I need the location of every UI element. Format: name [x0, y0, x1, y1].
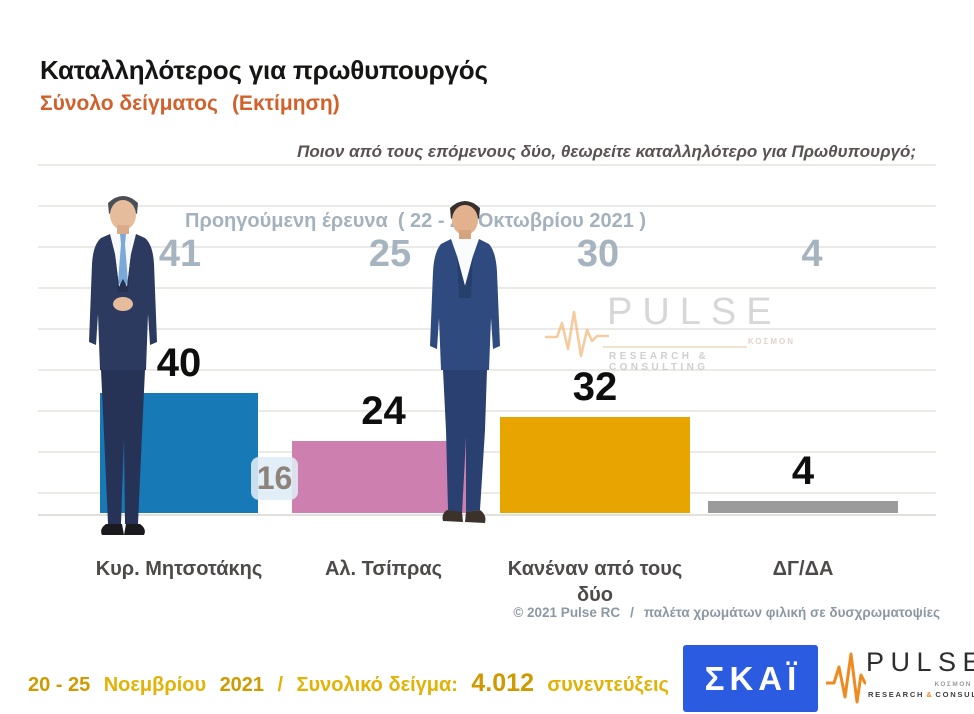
- fieldwork-separator: /: [277, 674, 284, 696]
- bar-value: 24: [361, 389, 406, 433]
- gridline: [38, 205, 936, 207]
- pulse-logo-small-text: ΚΟΣΜΟΝ: [934, 681, 972, 688]
- bar-value: 32: [572, 365, 618, 409]
- copyright-owner: © 2021 Pulse RC: [513, 605, 621, 620]
- category-label: Αλ. Τσίπρας: [324, 558, 443, 580]
- category-label: Κανέναν από τους δύο: [507, 558, 683, 606]
- bar-3: [500, 417, 690, 513]
- category-label: Κυρ. Μητσοτάκης: [95, 558, 263, 580]
- gridline: [38, 492, 936, 494]
- watermark-small-text: ΚΟΣΜΟΝ: [747, 337, 795, 346]
- fieldwork-dates: 20 - 25: [28, 674, 91, 696]
- copyright-separator: /: [630, 605, 634, 620]
- pulse-heartbeat-icon: [826, 652, 866, 704]
- photo-tsipras: [430, 201, 500, 523]
- bar-value: 40: [156, 341, 202, 385]
- pulse-logo: PULSE ΚΟΣΜΟΝ RESEARCH&CONSULTING: [826, 646, 974, 714]
- copyright-line: © 2021 Pulse RC / παλέτα χρωμάτων φιλική σ…: [513, 605, 940, 620]
- bar-value: 4: [791, 449, 815, 493]
- previous-value: 4: [801, 233, 823, 275]
- sample-size: 4.012: [471, 669, 534, 697]
- stray-previous-value-chip: 16: [251, 457, 298, 500]
- subtitle-sample: Σύνολο δείγματος: [40, 92, 218, 115]
- skai-logo: ΣΚΑΪ: [683, 645, 818, 712]
- watermark-tagline: RESEARCH & CONSULTING: [609, 351, 710, 373]
- category-label: ΔΓ/ΔΑ: [772, 558, 834, 580]
- previous-value: 30: [576, 233, 620, 275]
- sample-label: Συνολικό δείγμα:: [296, 674, 458, 696]
- bar-2: [292, 441, 475, 513]
- subtitle-estimate-note: (Εκτίμηση): [231, 92, 340, 115]
- copyright-note: παλέτα χρωμάτων φιλική σε δυσχρωματοψίες: [643, 605, 940, 620]
- pulse-logo-tagline: RESEARCH&CONSULTING: [868, 690, 974, 699]
- watermark-brand: PULSE: [607, 291, 782, 333]
- fieldwork-summary: 20 - 25 Νοεμβρίου 2021 / Συνολικό δείγμα…: [28, 669, 669, 698]
- sample-suffix: συνεντεύξεις: [547, 674, 669, 696]
- bar-4: [708, 501, 898, 513]
- skai-logo-text: ΣΚΑΪ: [704, 659, 802, 697]
- previous-value: 25: [368, 233, 412, 275]
- page-title: Καταλληλότερος για πρωθυπουργός: [40, 55, 488, 85]
- pulse-watermark: PULSE ΚΟΣΜΟΝ RESEARCH & CONSULTING: [545, 290, 795, 373]
- previous-survey-label: Προηγούμενη έρευνα: [185, 210, 388, 232]
- watermark-rule: [603, 346, 747, 348]
- pulse-logo-brand: PULSE: [866, 647, 974, 677]
- subtitle: Σύνολο δείγματος (Εκτίμηση): [40, 92, 340, 116]
- fieldwork-year: 2021: [219, 674, 265, 696]
- chart-baseline: [38, 514, 936, 516]
- gridline: [38, 164, 936, 166]
- photo-mitsotakis: [89, 196, 157, 535]
- gridline: [38, 410, 936, 412]
- pulse-heartbeat-icon: [545, 310, 609, 358]
- survey-question: Ποιον από τους επόμενους δύο, θεωρείτε κ…: [297, 142, 916, 161]
- gridline: [38, 451, 936, 453]
- previous-value: 41: [158, 233, 202, 275]
- fieldwork-month: Νοεμβρίου: [103, 674, 207, 696]
